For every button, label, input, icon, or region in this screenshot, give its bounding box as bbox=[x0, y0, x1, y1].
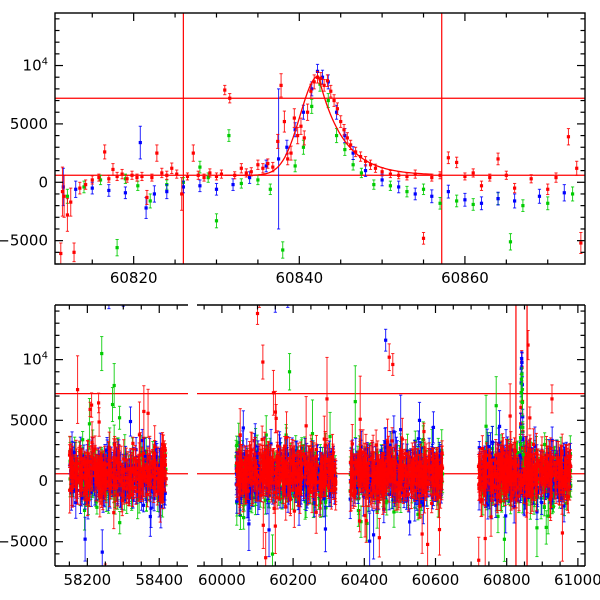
xtick-label: 60860 bbox=[441, 269, 489, 287]
ytick-label: 5000 bbox=[10, 411, 48, 429]
xtick-label: 60800 bbox=[483, 571, 531, 589]
xtick-label: 58400 bbox=[135, 571, 183, 589]
xtick-label: 60200 bbox=[269, 571, 317, 589]
xtick-label: 61000 bbox=[554, 571, 600, 589]
ytick-label: 0 bbox=[38, 173, 48, 191]
ytick-label: 0 bbox=[38, 472, 48, 490]
ytick-label: 104 bbox=[23, 57, 48, 75]
ytick-label: −5000 bbox=[0, 232, 48, 250]
xtick-label: 60840 bbox=[275, 269, 323, 287]
xtick-label: 60000 bbox=[198, 571, 246, 589]
xtick-label: 60600 bbox=[412, 571, 460, 589]
ytick-label: 104 bbox=[23, 351, 48, 369]
xtick-label: 60820 bbox=[110, 269, 158, 287]
xtick-label: 58200 bbox=[63, 571, 111, 589]
ytick-label: 5000 bbox=[10, 115, 48, 133]
xtick-label: 60400 bbox=[340, 571, 388, 589]
ytick-label: −5000 bbox=[0, 533, 48, 551]
